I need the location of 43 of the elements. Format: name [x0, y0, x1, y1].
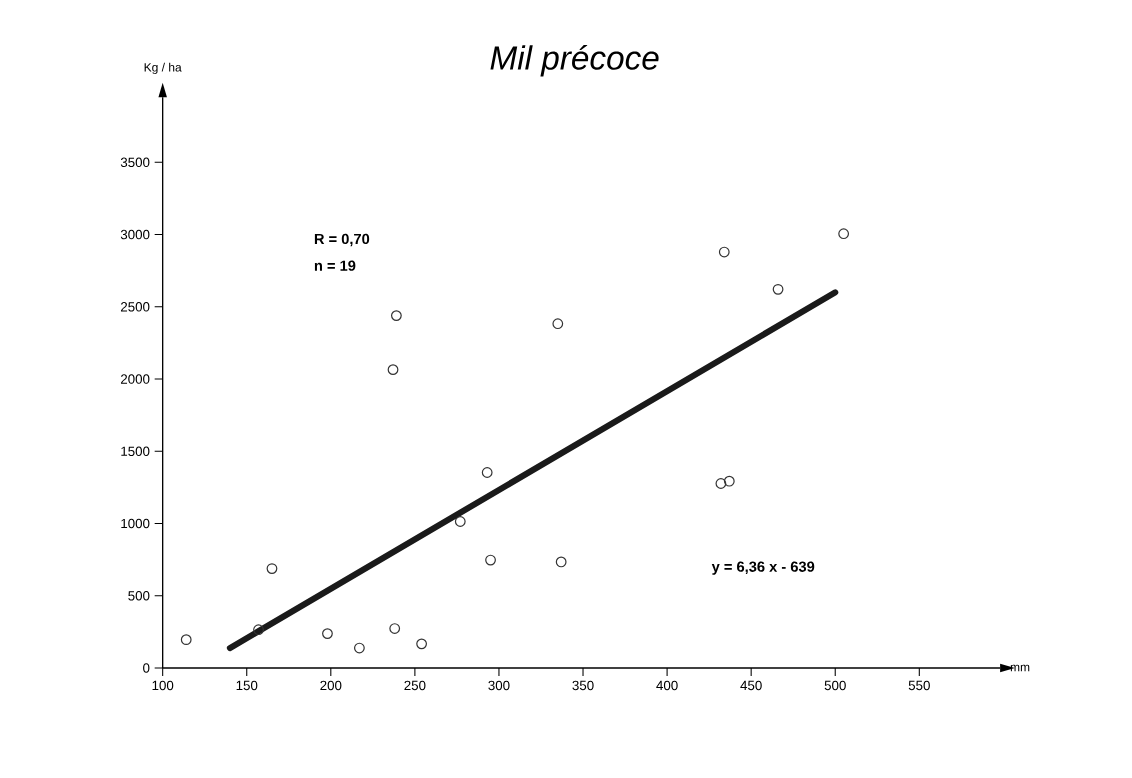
- point: [555, 556, 567, 568]
- point: [416, 638, 428, 650]
- x-tick-label: 250: [404, 680, 426, 691]
- x-axis-title: mm: [1010, 664, 1030, 672]
- point: [266, 563, 278, 574]
- y-tick-label: 1000: [121, 518, 150, 529]
- x-tick-label: 150: [236, 680, 258, 691]
- x-tick-label: 300: [488, 680, 510, 691]
- y-tick-label: 1500: [121, 446, 150, 456]
- y-tick-label: 0: [143, 663, 150, 673]
- y-axis-title: Kg / ha: [144, 62, 182, 74]
- point: [390, 310, 402, 322]
- point: [723, 475, 735, 487]
- y-tick-label: 3000: [120, 229, 150, 240]
- point: [715, 478, 727, 489]
- point: [838, 228, 850, 240]
- x-tick-label: 500: [824, 680, 846, 691]
- point: [354, 642, 365, 654]
- y-tick-label: 2000: [120, 374, 150, 384]
- point: [389, 623, 401, 634]
- annotation: R = 0,70: [314, 233, 370, 247]
- x-tick-label: 200: [320, 680, 342, 691]
- point: [454, 516, 466, 527]
- point: [718, 246, 730, 258]
- point: [180, 634, 192, 646]
- x-tick-label: 450: [740, 680, 762, 691]
- x-tick-label: 350: [572, 680, 594, 691]
- point: [481, 467, 493, 478]
- y-tick-label: 2500: [120, 302, 150, 312]
- annotation: y = 6,36 x - 639: [711, 561, 815, 575]
- point: [552, 318, 564, 330]
- y-tick-label: 3500: [120, 157, 150, 168]
- point: [253, 624, 264, 636]
- point: [772, 283, 784, 295]
- point: [485, 554, 496, 566]
- x-tick-label: 550: [908, 680, 930, 691]
- point: [322, 628, 333, 639]
- annotation: n = 19: [314, 260, 356, 271]
- x-tick-label: 100: [152, 680, 174, 691]
- x-tick-label: 400: [656, 680, 678, 691]
- y-tick-label: 500: [128, 591, 150, 601]
- chart-title: Mil précoce: [490, 44, 659, 77]
- point: [387, 364, 399, 376]
